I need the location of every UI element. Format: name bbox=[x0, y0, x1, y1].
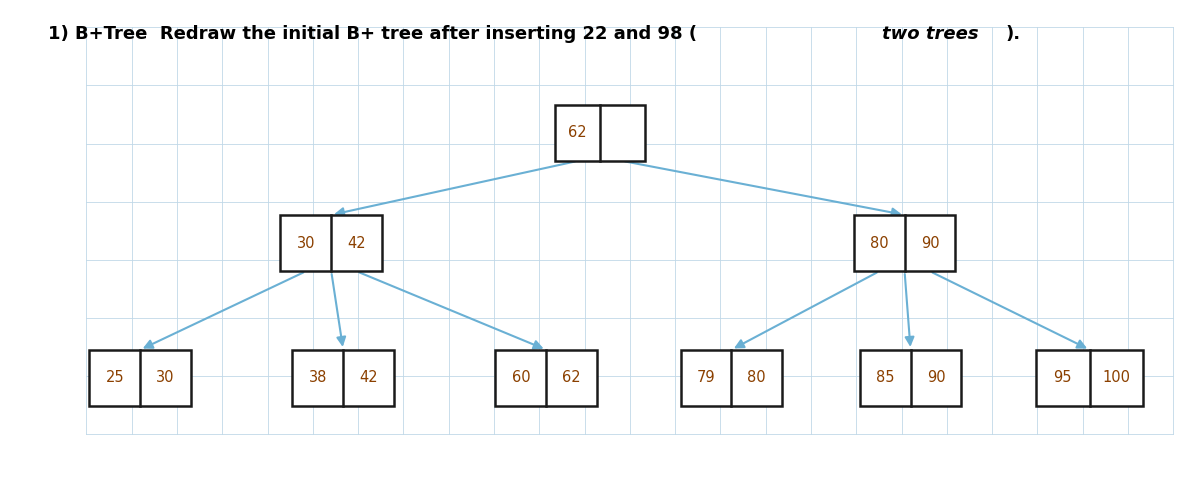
Bar bbox=[854, 215, 955, 271]
Text: 85: 85 bbox=[876, 371, 894, 385]
Text: 95: 95 bbox=[1054, 371, 1072, 385]
Bar bbox=[556, 105, 644, 161]
Text: 42: 42 bbox=[359, 371, 378, 385]
Text: 79: 79 bbox=[697, 371, 715, 385]
Bar bbox=[89, 350, 191, 406]
Text: 1) B+Tree  Redraw the initial B+ tree after inserting 22 and 98 (: 1) B+Tree Redraw the initial B+ tree aft… bbox=[48, 25, 697, 43]
Bar bbox=[859, 350, 961, 406]
Text: 30: 30 bbox=[156, 371, 175, 385]
Text: 25: 25 bbox=[106, 371, 124, 385]
Text: 62: 62 bbox=[569, 125, 587, 140]
Bar bbox=[680, 350, 782, 406]
Bar bbox=[281, 215, 382, 271]
Text: 60: 60 bbox=[511, 371, 530, 385]
Text: 30: 30 bbox=[296, 236, 316, 250]
Text: 80: 80 bbox=[748, 371, 766, 385]
Text: 38: 38 bbox=[308, 371, 326, 385]
Text: ).: ). bbox=[1006, 25, 1021, 43]
Text: 62: 62 bbox=[563, 371, 581, 385]
Text: 80: 80 bbox=[870, 236, 888, 250]
Bar bbox=[496, 350, 598, 406]
Text: 42: 42 bbox=[347, 236, 366, 250]
Text: 100: 100 bbox=[1103, 371, 1130, 385]
Text: 90: 90 bbox=[926, 371, 946, 385]
Text: two trees: two trees bbox=[882, 25, 978, 43]
Text: 90: 90 bbox=[920, 236, 940, 250]
Bar bbox=[293, 350, 394, 406]
Bar bbox=[1036, 350, 1144, 406]
